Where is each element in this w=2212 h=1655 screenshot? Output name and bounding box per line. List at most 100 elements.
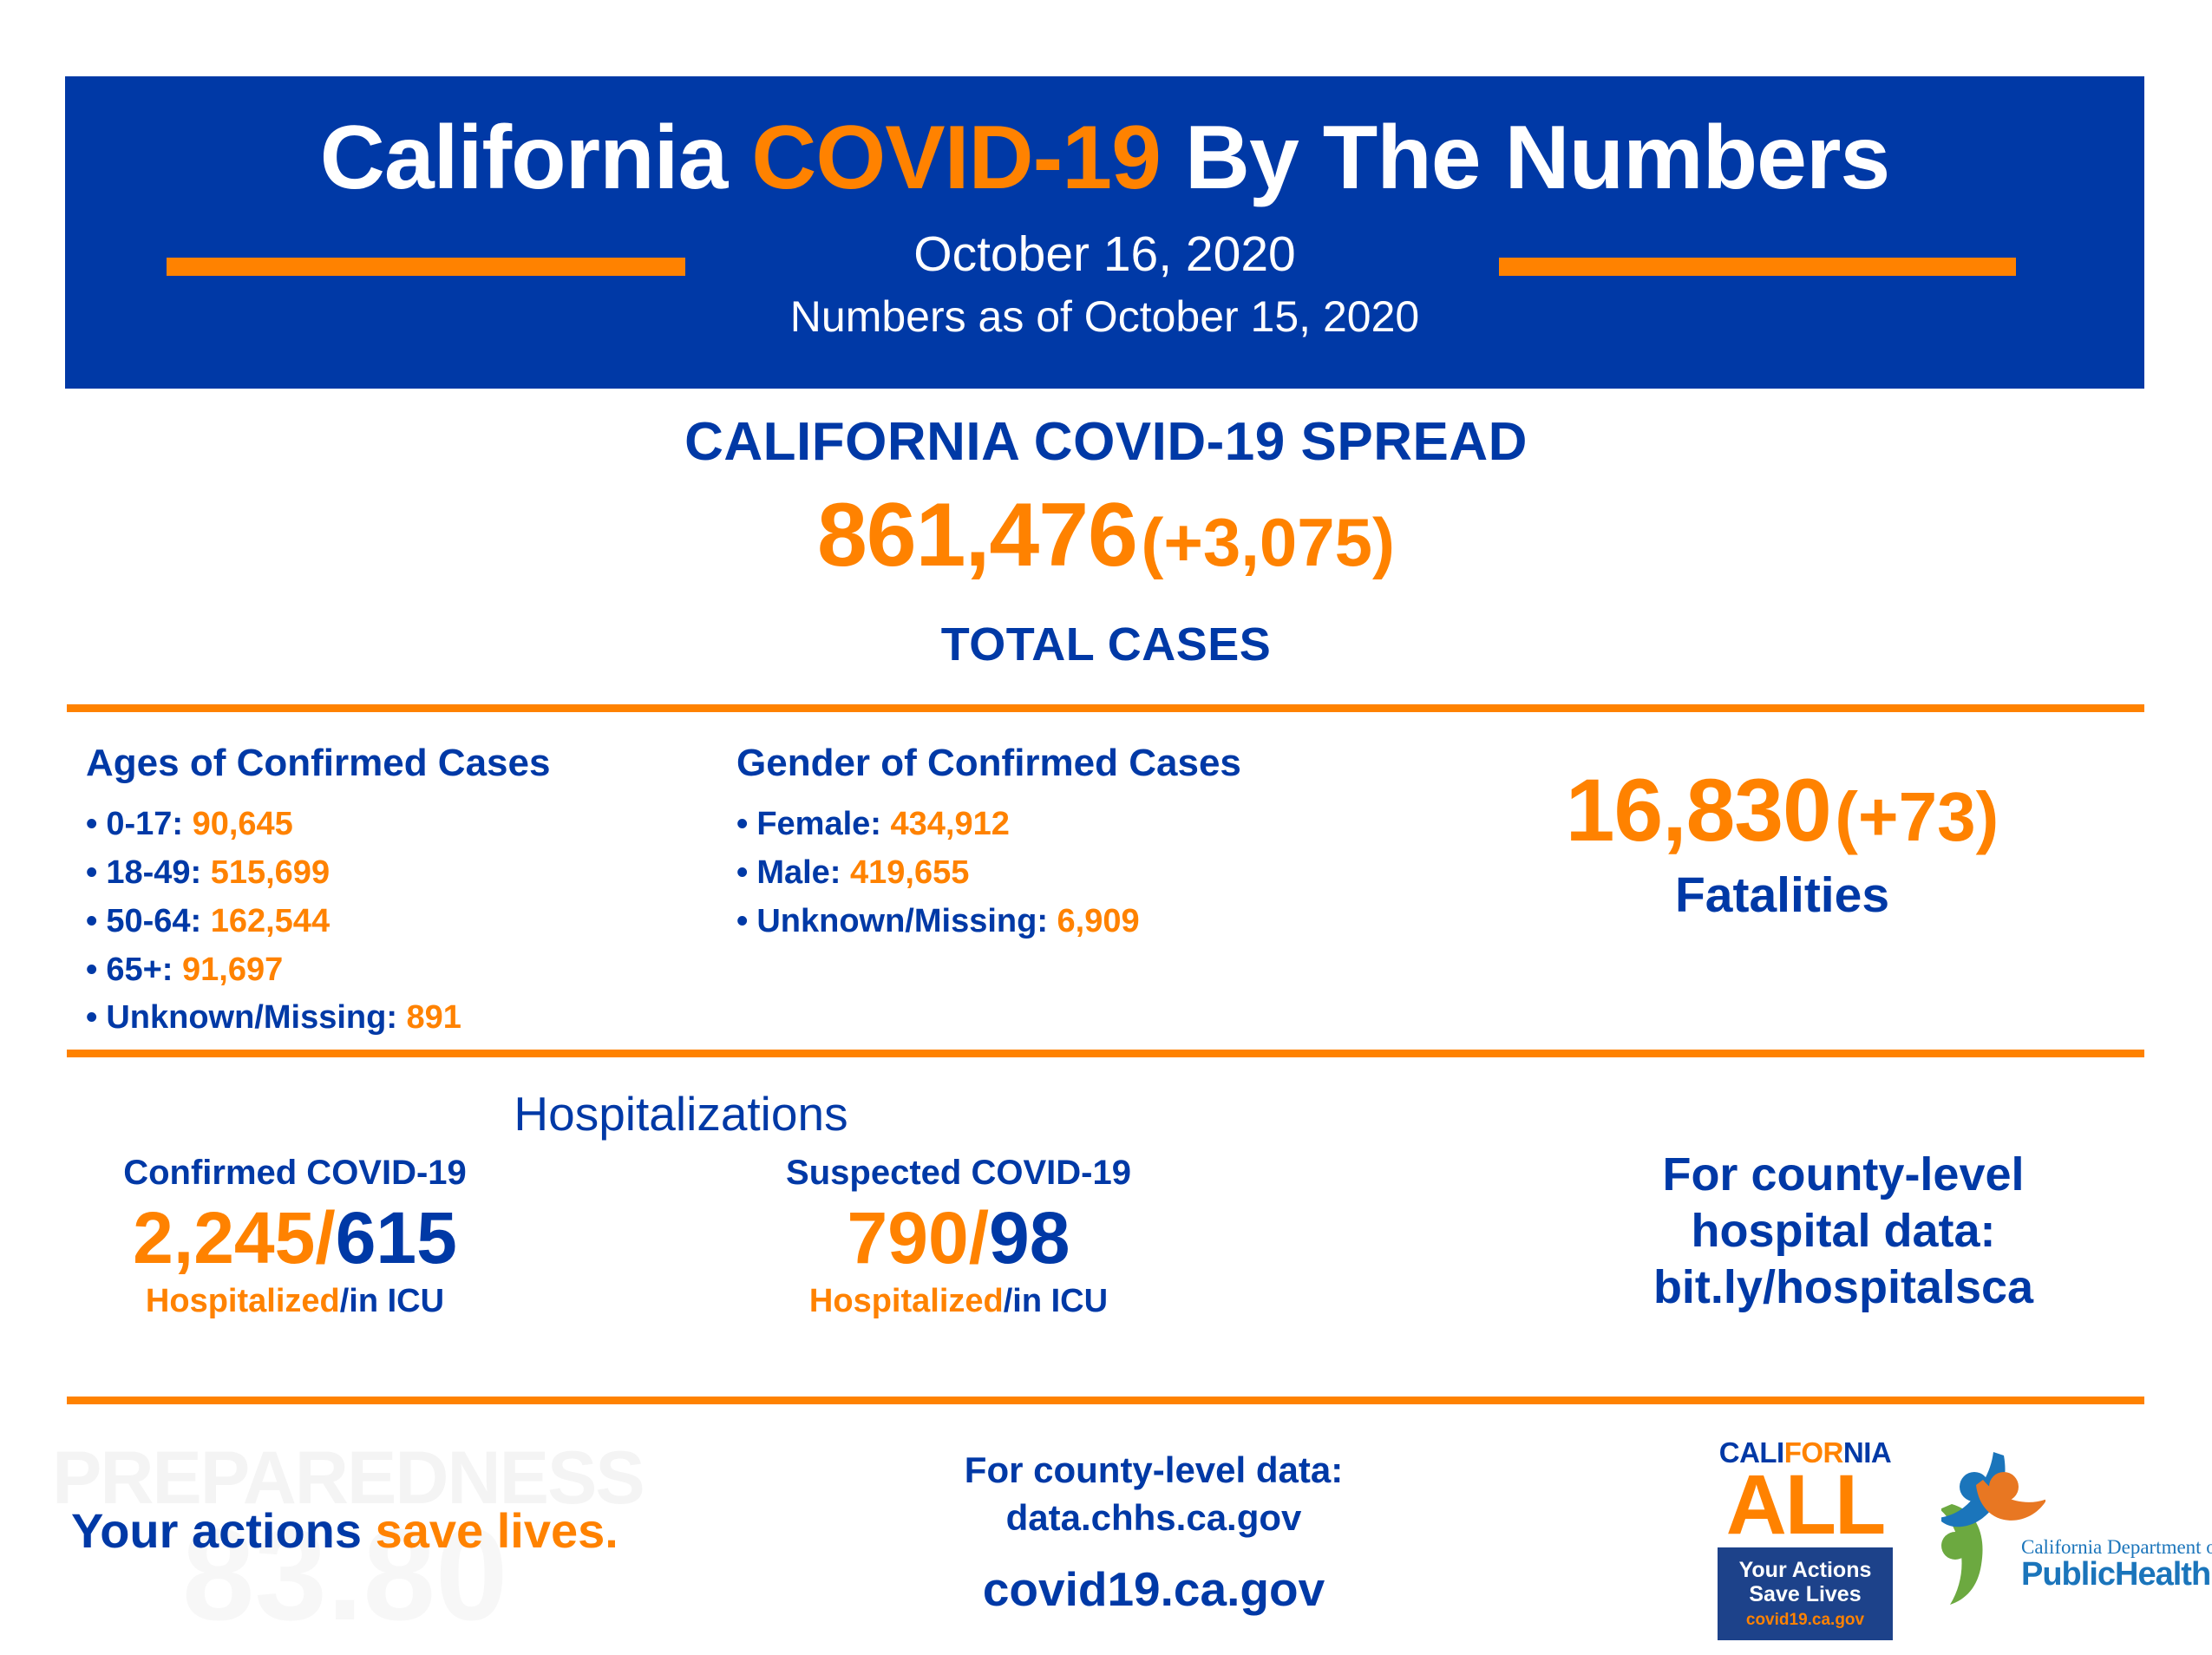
ca-all-nia: NIA	[1842, 1436, 1892, 1469]
list-item: • 0-17: 90,645	[86, 801, 728, 849]
list-item: • 50-64: 162,544	[86, 898, 728, 946]
spread-section-title: CALIFORNIA COVID-19 SPREAD	[684, 412, 1528, 472]
demographics-section: Ages of Confirmed Cases • 0-17: 90,645 • 1…	[67, 742, 2144, 1045]
confirmed-sublabel: Hospitalized/in ICU	[69, 1283, 520, 1320]
county-hospital-url: bit.ly/hospitalsca	[1652, 1260, 2034, 1313]
confirmed-separator: /	[315, 1197, 336, 1279]
bullet-icon: •	[86, 999, 98, 1037]
bullet-icon: •	[736, 854, 749, 891]
bullet-icon: •	[86, 951, 98, 988]
confirmed-sub-icu: /in ICU	[339, 1283, 445, 1320]
ca-all-cali: CALI	[1718, 1436, 1785, 1469]
age-value: 515,699	[210, 854, 330, 891]
county-hospital-data-link[interactable]: For county-level hospital data: bit.ly/h…	[1527, 1147, 2160, 1315]
section-divider-3	[67, 1397, 2144, 1404]
cdph-people-icon	[1941, 1452, 2045, 1605]
fatalities-block: 16,830 (+73) Fatalities	[1420, 766, 2144, 924]
age-value: 90,645	[192, 806, 293, 842]
title-part2: By The Numbers	[1160, 108, 1890, 208]
list-item: • Unknown/Missing: 6,909	[736, 898, 1378, 946]
gender-column: Gender of Confirmed Cases • Female: 434,9…	[736, 742, 1378, 946]
confirmed-hospitalized-count: 2,245	[133, 1197, 316, 1279]
gender-value: 419,655	[850, 854, 970, 891]
suspected-sub-icu: /in ICU	[1003, 1283, 1109, 1320]
county-data-url: data.chhs.ca.gov	[1005, 1496, 1302, 1538]
total-cases-label: TOTAL CASES	[940, 618, 1272, 671]
total-cases-value: 861,476 (+3,075)	[0, 484, 2212, 587]
section-divider-1	[67, 704, 2144, 712]
age-value: 891	[406, 999, 461, 1037]
hospitalizations-title: Hospitalizations	[514, 1087, 848, 1141]
title-part1: California	[319, 108, 752, 208]
fatalities-count: 16,830	[1565, 761, 1832, 860]
california-all-logo: CALIFORNIA ALL Your Actions Save Lives c…	[1718, 1438, 1893, 1641]
decorative-bar-left	[167, 258, 685, 276]
ca-all-tagline-url: covid19.ca.gov	[1745, 1611, 1865, 1630]
section-divider-2	[67, 1050, 2144, 1057]
suspected-sub-hospitalized: Hospitalized	[808, 1283, 1004, 1320]
ages-column: Ages of Confirmed Cases • 0-17: 90,645 • 1…	[86, 742, 728, 1043]
bullet-icon: •	[86, 854, 98, 891]
age-label: 0-17:	[106, 806, 184, 842]
ages-list: • 0-17: 90,645 • 18-49: 515,699 • 50-64: 16…	[86, 801, 728, 1043]
cdph-line2: PublicHealth	[2021, 1556, 2211, 1593]
county-hospital-line2: hospital data:	[1691, 1204, 1996, 1257]
list-item: • 65+: 91,697	[86, 946, 728, 995]
suspected-heading: Suspected COVID-19	[786, 1154, 1131, 1192]
confirmed-values: 2,245/615	[69, 1198, 520, 1278]
list-item: • Male: 419,655	[736, 849, 1378, 898]
county-hospital-line1: For county-level	[1662, 1148, 2025, 1200]
gender-value: 6,909	[1057, 902, 1140, 939]
data-as-of-date: Numbers as of October 15, 2020	[789, 292, 1420, 341]
suspected-hospitalized-count: 790	[847, 1197, 969, 1279]
header-banner: California COVID-19 By The Numbers Octob…	[65, 76, 2144, 389]
suspected-sublabel: Hospitalized/in ICU	[733, 1283, 1184, 1320]
confirmed-hospitalizations-block: Confirmed COVID-19 2,245/615 Hospitalize…	[69, 1154, 520, 1320]
confirmed-icu-count: 615	[335, 1197, 457, 1279]
gender-list: • Female: 434,912 • Male: 419,655 • Unknown…	[736, 801, 1378, 946]
suspected-icu-count: 98	[989, 1197, 1070, 1279]
report-date: October 16, 2020	[913, 226, 1296, 282]
list-item: • 18-49: 515,699	[86, 849, 728, 898]
confirmed-sub-hospitalized: Hospitalized	[145, 1283, 340, 1320]
fatalities-value: 16,830 (+73)	[1420, 766, 2144, 854]
county-data-line1: For county-level data:	[964, 1449, 1344, 1490]
decorative-bar-right	[1499, 258, 2016, 276]
gender-label: Female:	[756, 806, 881, 842]
bullet-icon: •	[86, 806, 98, 842]
slogan: Your actions save lives.	[71, 1502, 618, 1559]
slogan-orange-part: save lives.	[375, 1503, 618, 1558]
total-cases-delta: (+3,075)	[1141, 504, 1396, 580]
ca-all-tagline-box: Your Actions Save Lives covid19.ca.gov	[1718, 1547, 1893, 1641]
confirmed-heading: Confirmed COVID-19	[123, 1154, 467, 1192]
ca-all-california-word: CALIFORNIA	[1718, 1438, 1893, 1467]
title-highlight: COVID-19	[751, 108, 1162, 208]
gender-label: Unknown/Missing:	[756, 902, 1048, 939]
page-title: California COVID-19 By The Numbers	[65, 108, 2144, 208]
gender-value: 434,912	[890, 806, 1010, 842]
ages-heading: Ages of Confirmed Cases	[86, 742, 551, 784]
age-label: 50-64:	[106, 902, 202, 939]
covid19-url[interactable]: covid19.ca.gov	[982, 1562, 1325, 1616]
total-cases-number: 861,476	[816, 485, 1138, 585]
gender-label: Male:	[756, 854, 841, 891]
suspected-separator: /	[968, 1197, 990, 1279]
ca-all-tagline-line2: Save Lives	[1749, 1582, 1862, 1607]
age-value: 91,697	[182, 951, 284, 988]
slogan-blue-part: Your actions	[71, 1503, 376, 1558]
gender-heading: Gender of Confirmed Cases	[736, 742, 1241, 784]
list-item: • Unknown/Missing: 891	[86, 994, 728, 1043]
cdph-line1: California Department of	[2021, 1536, 2212, 1558]
county-data-link[interactable]: For county-level data: data.chhs.ca.gov	[911, 1447, 1397, 1541]
age-value: 162,544	[210, 902, 330, 939]
suspected-hospitalizations-block: Suspected COVID-19 790/98 Hospitalized/i…	[733, 1154, 1184, 1320]
age-label: Unknown/Missing:	[106, 999, 397, 1037]
fatalities-delta: (+73)	[1835, 778, 1999, 855]
ca-all-tagline-line1: Your Actions	[1738, 1558, 1872, 1583]
bullet-icon: •	[86, 902, 98, 939]
bullet-icon: •	[736, 806, 749, 842]
cdph-logo: California Department of PublicHealth	[1941, 1450, 2212, 1624]
fatalities-label: Fatalities	[1674, 867, 1890, 923]
age-label: 65+:	[106, 951, 173, 988]
